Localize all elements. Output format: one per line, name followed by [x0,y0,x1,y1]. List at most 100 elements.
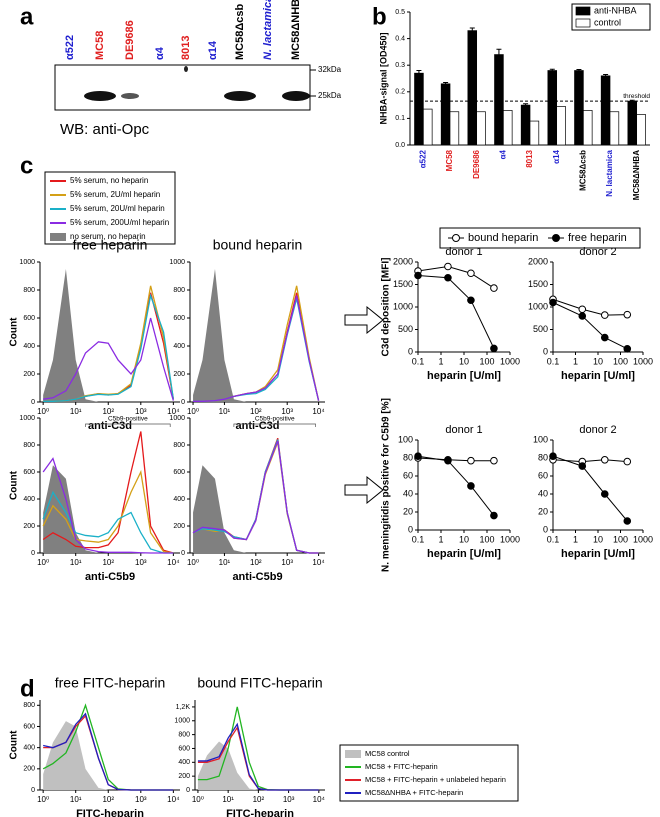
legend-label: free heparin [568,232,627,244]
x-tick-label: 10 [593,534,603,544]
x-tick-label: 10 [459,356,469,366]
y-tick-label: 800 [178,731,190,738]
panel-label: c [20,152,33,179]
y-tick-label: 1,2K [176,704,191,711]
bar [529,120,540,146]
x-tick-label: 1000 [500,356,520,366]
histogram-line [42,490,174,554]
y-tick-label: 1500 [528,279,548,289]
chart-title: donor 1 [445,424,482,436]
legend-label: MC58ΔNHBA + FITC-heparin [365,788,463,797]
y-tick-label: 400 [173,496,185,503]
x-tick-label: DE9686 [472,149,481,178]
legend-box [44,171,176,245]
y-tick-label: 1000 [174,718,190,725]
y-tick-label: 100 [398,434,413,444]
legend-label: 5% serum, 200U/ml heparin [70,218,169,227]
marker [467,296,475,305]
marker [444,456,452,465]
histogram-line [42,469,174,554]
marker [623,517,632,525]
y-tick-label: 2000 [393,256,413,266]
histogram-area [43,721,174,790]
panel-label: b [372,3,387,30]
y-axis-label: Count [9,317,20,347]
blot-band [282,91,310,101]
marker [467,269,475,278]
blot-band [121,93,139,99]
line [552,298,628,316]
lane-label: 8013 [180,36,192,60]
legend-label: control [594,17,621,27]
x-tick-label: α4 [498,149,507,159]
marker [578,305,587,314]
y-tick-label: 1000 [19,415,35,422]
y-tick-label: 200 [23,371,35,378]
error-bar [469,27,475,31]
blot-band [84,91,116,101]
legend-swatch [575,6,591,16]
x-axis-label: anti-C5b9 [85,571,135,583]
bar [547,70,558,146]
histogram-area [43,465,174,553]
x-tick-label: 10³ [135,558,147,567]
legend-label: 5% serum, no heparin [70,176,148,185]
marker [490,284,498,292]
chart-title: donor 1 [445,246,482,258]
chart-title: free FITC-heparin [55,675,165,691]
error-bar [416,70,422,74]
lane-label: DE9686 [124,20,136,60]
x-tick-label: 1000 [633,534,653,544]
histogram-line [197,722,319,791]
x-axis-label: anti-C3d [236,420,280,432]
histogram-line [193,295,320,402]
threshold-label: threshold [623,93,650,100]
y-tick-label: 60 [538,470,548,480]
marker [600,333,609,342]
x-tick-label: 10 [593,356,603,366]
y-tick-label: 1000 [169,259,185,266]
x-axis-label: FITC-heparin [76,808,144,817]
legend-label: MC58 + FITC-heparin + unlabeled heparin [365,775,506,784]
error-bar [443,81,449,84]
y-tick-label: 800 [23,287,35,294]
y-tick-label: 500 [533,324,548,334]
x-tick-label: 0.1 [412,356,425,366]
lane-label: N. lactamica [262,0,274,60]
y-axis-label: C3d deposition [MFI] [381,258,392,357]
x-axis-label: anti-C3d [88,420,132,432]
x-tick-label: 0.1 [547,356,560,366]
bar [609,111,620,146]
x-tick-label: 1 [438,356,443,366]
x-tick-label: 10⁴ [167,407,180,416]
annotation-bracket [85,423,171,427]
x-tick-label: 10³ [135,407,147,416]
bar [476,111,486,146]
x-tick-label: α522 [418,149,427,168]
x-tick-label: 10¹ [222,795,234,804]
histogram-line [43,293,174,402]
error-bar [549,68,555,71]
legend-label: no serum, no heparin [70,232,146,241]
x-tick-label: 1000 [500,534,520,544]
x-tick-label: 1 [573,534,578,544]
x-tick-label: 10² [250,407,262,416]
y-tick-label: 200 [173,371,185,378]
line [417,455,495,516]
y-tick-label: 0.2 [395,89,405,96]
legend-box [439,227,641,249]
y-tick-label: 200 [23,766,35,773]
x-tick-label: 10⁰ [187,407,199,416]
y-tick-label: 60 [403,470,413,480]
histogram-line [43,317,174,401]
y-tick-label: 0.4 [395,35,405,42]
x-tick-label: 10⁰ [187,558,199,567]
y-tick-label: 20 [403,506,413,516]
y-tick-label: 200 [173,523,185,530]
x-axis-label: heparin [U/ml] [427,370,501,382]
chart-title: bound FITC-heparin [197,675,322,691]
lane-label: MC58ΔNHBA [290,0,302,60]
legend-box [339,744,519,802]
x-tick-label: MC58 [445,149,454,171]
marker [490,456,498,465]
